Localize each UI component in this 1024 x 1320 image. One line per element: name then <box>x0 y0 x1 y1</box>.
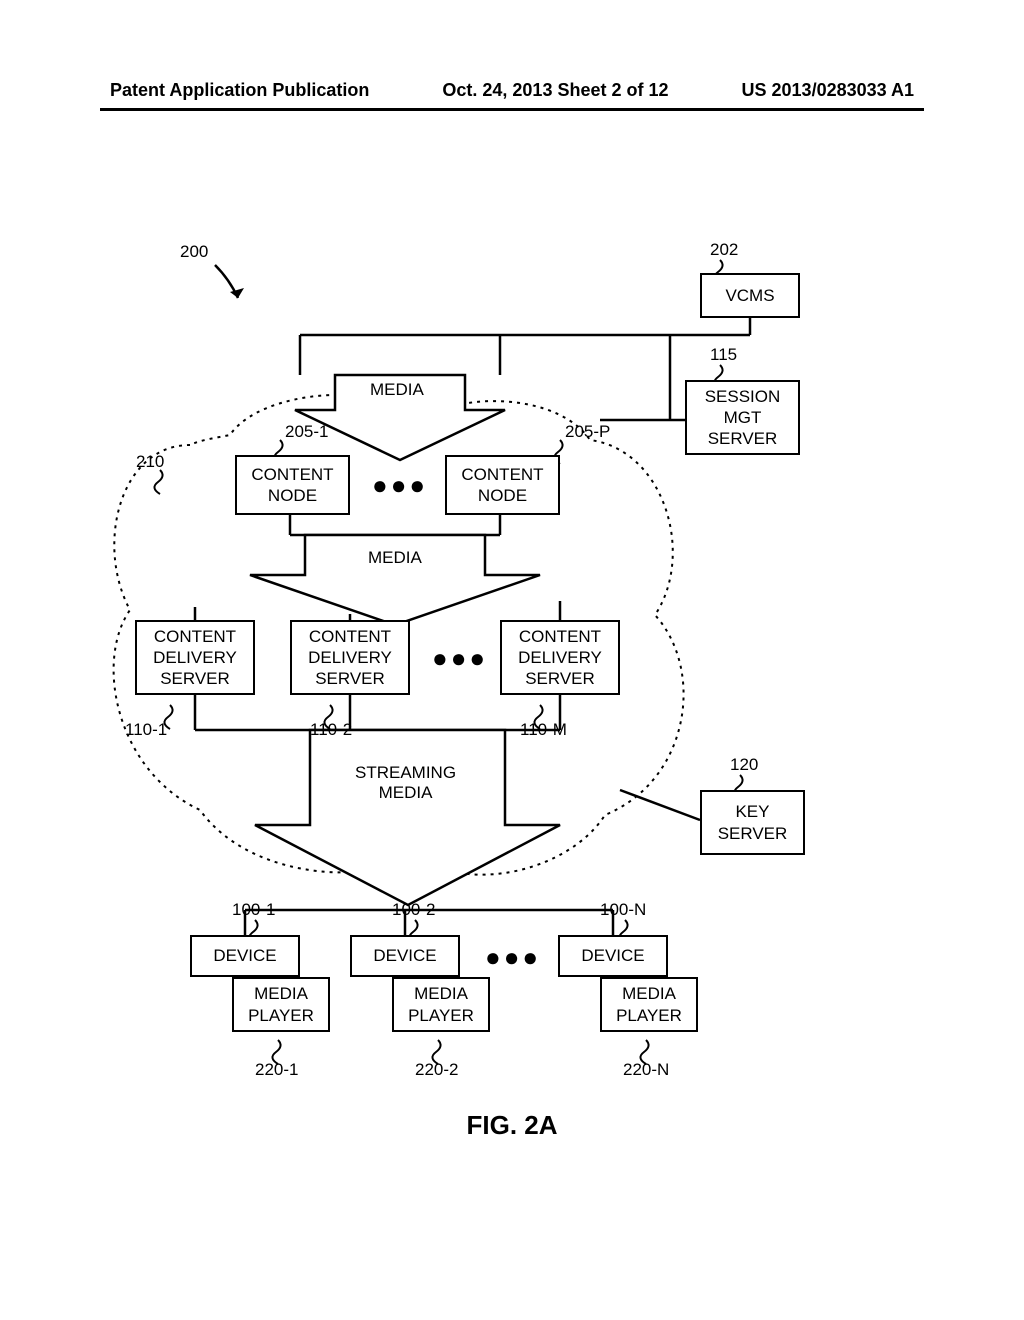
box-key-server: KEY SERVER <box>700 790 805 855</box>
label-media-1: MEDIA <box>370 380 424 400</box>
ref-220-n: 220-N <box>623 1060 669 1080</box>
box-media-player-n: MEDIA PLAYER <box>600 977 698 1032</box>
ref-205-p: 205-P <box>565 422 610 442</box>
box-content-node-p: CONTENT NODE <box>445 455 560 515</box>
box-cds-m: CONTENT DELIVERY SERVER <box>500 620 620 695</box>
ellipsis-cds: ●●● <box>432 643 488 674</box>
box-device-n: DEVICE <box>558 935 668 977</box>
box-mp2-label: MEDIA PLAYER <box>408 983 474 1026</box>
box-device-2: DEVICE <box>350 935 460 977</box>
box-mp3-label: MEDIA PLAYER <box>616 983 682 1026</box>
box-session-label: SESSION MGT SERVER <box>705 386 781 450</box>
ref-100-1: 100-1 <box>232 900 275 920</box>
ref-220-1: 220-1 <box>255 1060 298 1080</box>
box-media-player-1: MEDIA PLAYER <box>232 977 330 1032</box>
ellipsis-devices: ●●● <box>485 942 541 973</box>
ref-200: 200 <box>180 242 208 262</box>
box-dev3-label: DEVICE <box>581 945 644 966</box>
box-cds3-label: CONTENT DELIVERY SERVER <box>518 626 602 690</box>
ref-110-1: 110-1 <box>125 720 167 740</box>
diagram-fig-2a: VCMS SESSION MGT SERVER CONTENT NODE CON… <box>0 0 1024 1320</box>
ref-100-n: 100-N <box>600 900 646 920</box>
box-cds-2: CONTENT DELIVERY SERVER <box>290 620 410 695</box>
box-cds2-label: CONTENT DELIVERY SERVER <box>308 626 392 690</box>
box-vcms-label: VCMS <box>725 285 774 306</box>
box-media-player-2: MEDIA PLAYER <box>392 977 490 1032</box>
box-content-node-1: CONTENT NODE <box>235 455 350 515</box>
box-dev2-label: DEVICE <box>373 945 436 966</box>
figure-caption: FIG. 2A <box>0 1110 1024 1141</box>
ref-100-2: 100-2 <box>392 900 435 920</box>
ref-202: 202 <box>710 240 738 260</box>
box-dev1-label: DEVICE <box>213 945 276 966</box>
ref-110-m: 110-M <box>520 720 567 740</box>
box-mp1-label: MEDIA PLAYER <box>248 983 314 1026</box>
box-cds1-label: CONTENT DELIVERY SERVER <box>153 626 237 690</box>
ellipsis-content-nodes: ●●● <box>372 470 428 501</box>
box-cnode2-label: CONTENT NODE <box>461 464 543 507</box>
box-key-label: KEY SERVER <box>718 801 788 844</box>
ref-210: 210 <box>136 452 164 472</box>
box-cds-1: CONTENT DELIVERY SERVER <box>135 620 255 695</box>
ref-120: 120 <box>730 755 758 775</box>
label-media-2: MEDIA <box>368 548 422 568</box>
ref-110-2: 110-2 <box>310 720 352 740</box>
ref-115: 115 <box>710 345 737 365</box>
page: Patent Application Publication Oct. 24, … <box>0 0 1024 1320</box>
label-streaming-media: STREAMING MEDIA <box>355 763 456 803</box>
box-device-1: DEVICE <box>190 935 300 977</box>
ref-205-1: 205-1 <box>285 422 328 442</box>
box-cnode1-label: CONTENT NODE <box>251 464 333 507</box>
box-vcms: VCMS <box>700 273 800 318</box>
ref-220-2: 220-2 <box>415 1060 458 1080</box>
box-session-mgt-server: SESSION MGT SERVER <box>685 380 800 455</box>
arrow-streaming <box>255 730 560 905</box>
